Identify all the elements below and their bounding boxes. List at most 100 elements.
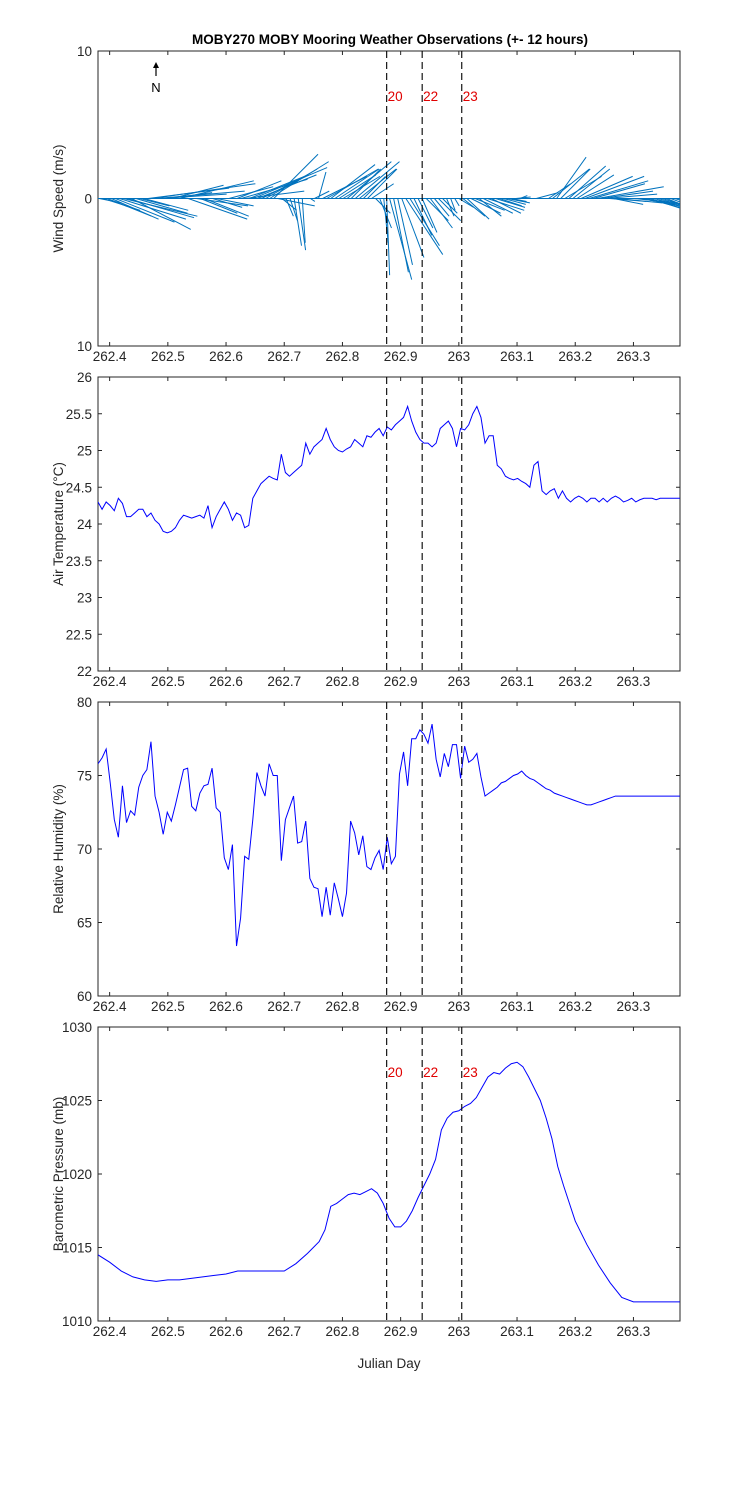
wind-stick [576, 174, 615, 199]
barometric-pressure-x-tick-label: 262.7 [267, 1324, 301, 1339]
wind-stick [519, 195, 528, 199]
air-temperature-x-tick-label: 262.4 [93, 674, 127, 689]
wind-stick [216, 198, 254, 207]
wind-data [98, 153, 680, 280]
relative-humidity-y-tick-label: 60 [77, 989, 92, 1004]
wind-stick [601, 190, 654, 199]
barometric-pressure-y-tick-label: 1030 [62, 1020, 92, 1035]
wind-stick [249, 174, 309, 199]
wind-x-tick-label: 262.7 [267, 349, 301, 364]
wind-stick [666, 198, 680, 205]
wind-stick [483, 198, 514, 214]
air-temperature-y-tick-label: 24 [77, 517, 93, 532]
wind-stick [654, 198, 680, 207]
barometric-pressure-x-tick-label: 263.2 [558, 1324, 592, 1339]
barometric-pressure-axes-box [97, 1026, 681, 1322]
relative-humidity-y-axis-label: Relative Humidity (%) [51, 784, 66, 914]
wind-stick [511, 198, 527, 202]
wind-stick [334, 168, 380, 199]
air-temperature-y-tick-label: 25 [77, 444, 92, 459]
barometric-pressure-event-label-23: 23 [463, 1065, 478, 1080]
wind-stick [236, 180, 282, 199]
relative-humidity-x-tick-label: 263.2 [558, 999, 592, 1014]
wind-stick [548, 183, 571, 199]
wind-stick [393, 198, 409, 273]
relative-humidity-y-tick-label: 80 [77, 695, 92, 710]
wind-stick [515, 196, 531, 199]
wind-stick [617, 198, 663, 204]
wind-stick [613, 198, 644, 205]
air-temperature-series-line [98, 404, 680, 534]
wind-stick [363, 176, 386, 199]
wind-stick [662, 198, 680, 205]
wind-stick [434, 198, 450, 217]
wind-stick [405, 198, 444, 255]
wind-stick [350, 168, 382, 199]
wind-stick [487, 198, 525, 211]
wind-stick [143, 198, 189, 211]
air-temperature-x-tick-label: 262.7 [267, 674, 301, 689]
air-temperature-y-tick-label: 25.5 [66, 407, 92, 422]
wind-stick [674, 198, 680, 201]
air-temperature-x-tick-label: 262.9 [384, 674, 418, 689]
wind-stick [367, 168, 398, 199]
barometric-pressure-x-tick-label: 263 [448, 1324, 471, 1339]
wind-stick [584, 175, 645, 199]
relative-humidity-x-tick-label: 262.6 [209, 999, 243, 1014]
panel-relative-humidity: 262.4 262.5 262.6 262.7 262.8 262.9 263 263.1 26… [51, 695, 681, 1014]
wind-stick [499, 198, 522, 207]
wind-event-label-22: 22 [423, 89, 438, 104]
barometric-pressure-series-line [98, 1061, 680, 1303]
barometric-pressure-x-tick-label: 262.8 [326, 1324, 360, 1339]
barometric-pressure-x-tick-label: 262.4 [93, 1324, 127, 1339]
wind-stick [589, 180, 649, 199]
wind-y-axis-label: Wind Speed (m/s) [51, 144, 66, 252]
air-temperature-x-tick-label: 263.2 [558, 674, 592, 689]
wind-stick [438, 198, 461, 221]
wind-stick [123, 198, 198, 217]
wind-stick [171, 184, 224, 199]
wind-stick [318, 171, 327, 199]
barometric-pressure-y-tick-label: 1015 [62, 1241, 92, 1256]
wind-stick [389, 198, 413, 280]
wind-stick [462, 198, 486, 217]
wind-y-tick-label: 10 [77, 44, 92, 59]
wind-stick [507, 198, 530, 204]
wind-stick [536, 192, 559, 199]
wind-stick [450, 198, 456, 211]
wind-x-tick-label: 262.4 [93, 349, 127, 364]
air-temperature-x-tick-label: 263.3 [617, 674, 651, 689]
wind-stick [605, 193, 658, 199]
wind-stick [413, 198, 433, 236]
wind-stick [397, 198, 413, 265]
wind-stick [314, 190, 330, 199]
wind-stick [111, 198, 159, 220]
wind-stick [301, 198, 306, 243]
barometric-pressure-x-tick-label: 262.5 [151, 1324, 185, 1339]
wind-stick [354, 161, 400, 199]
relative-humidity-x-tick-label: 262.9 [384, 999, 418, 1014]
wind-y-tick-label: 0 [84, 192, 92, 207]
panel-wind: 262.4 262.5 262.6 262.7 262.8 262.9 263 263.1 26… [51, 44, 681, 364]
wind-stick [474, 198, 505, 211]
wind-stick [470, 198, 501, 214]
wind-x-tick-label: 262.9 [384, 349, 418, 364]
wind-stick [200, 198, 238, 214]
air-temperature-x-tick-label: 262.8 [326, 674, 360, 689]
wind-x-tick-label: 262.8 [326, 349, 360, 364]
chart-title: MOBY270 MOBY Mooring Weather Observation… [192, 32, 588, 47]
wind-stick [491, 198, 522, 214]
wind-stick [597, 186, 664, 199]
wind-stick [646, 198, 680, 209]
panel-barometric-pressure: 262.4 262.5 262.6 262.7 262.8 262.9 263 263.1 26… [51, 1020, 681, 1339]
wind-stick [156, 190, 245, 199]
relative-humidity-x-tick-label: 263.3 [617, 999, 651, 1014]
wind-stick [580, 175, 633, 199]
wind-stick [273, 153, 319, 199]
barometric-pressure-event-label-20: 20 [388, 1065, 403, 1080]
wind-stick [466, 198, 490, 220]
wind-stick [495, 198, 526, 208]
wind-stick [212, 198, 243, 208]
wind-stick [478, 198, 502, 217]
